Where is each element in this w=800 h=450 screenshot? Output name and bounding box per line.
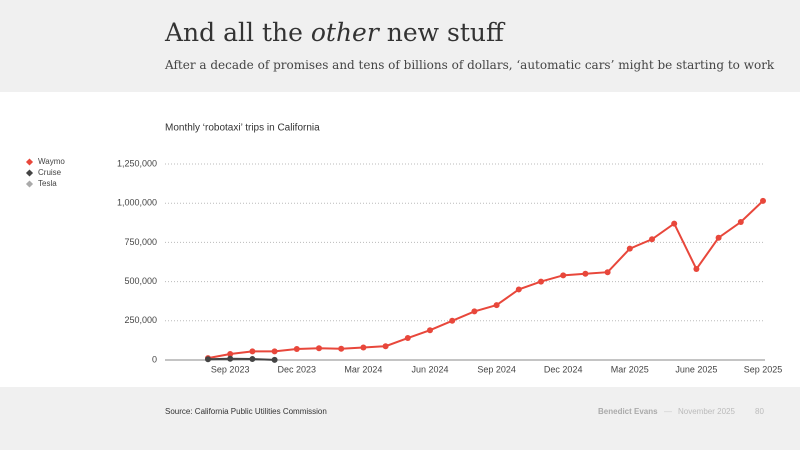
x-tick-label: Sep 2024 <box>477 364 516 374</box>
x-tick-label: June 2025 <box>675 364 717 374</box>
data-point <box>427 327 433 334</box>
data-point <box>449 317 456 324</box>
x-tick-label: Dec 2023 <box>278 364 317 374</box>
data-point <box>493 302 500 309</box>
data-point <box>693 266 700 273</box>
data-point <box>205 356 211 363</box>
data-point <box>538 278 544 285</box>
data-point <box>227 351 234 358</box>
x-tick-label: Dec 2024 <box>544 364 583 374</box>
data-point <box>404 335 411 342</box>
data-point <box>271 356 278 363</box>
separator: — <box>664 407 672 416</box>
data-point <box>671 220 678 227</box>
legend-label: Cruise <box>38 168 62 177</box>
x-tick-label: Jun 2024 <box>411 364 448 374</box>
source: Source: California Public Utilities Comm… <box>165 407 327 416</box>
legend-label: Tesla <box>38 179 57 188</box>
legend-marker <box>25 158 34 166</box>
data-point <box>293 346 300 353</box>
data-point <box>560 272 567 279</box>
data-point <box>249 348 256 355</box>
data-point <box>338 345 345 352</box>
page-number: 80 <box>755 407 764 416</box>
legend-marker <box>25 169 34 177</box>
y-tick-label: 1,000,000 <box>117 198 157 208</box>
x-tick-label: Sep 2023 <box>211 364 250 374</box>
data-point <box>316 345 322 352</box>
data-point <box>360 344 367 351</box>
data-point <box>649 236 655 243</box>
footer <box>0 387 800 450</box>
data-point <box>382 343 389 350</box>
header <box>0 0 800 92</box>
y-tick-label: 1,250,000 <box>117 158 157 168</box>
data-point <box>737 219 744 226</box>
data-point <box>249 356 256 363</box>
series-line <box>207 200 764 360</box>
title-part: new stuff <box>378 18 504 47</box>
title-part: other <box>310 18 379 47</box>
slide-title: And all the other new stuff <box>165 18 504 47</box>
data-point <box>582 270 589 277</box>
x-tick-label: Sep 2025 <box>744 364 783 374</box>
chart-title: Monthly ‘robotaxi’ trips in California <box>165 123 320 134</box>
title-part: And all the <box>165 18 311 47</box>
y-tick-label: 250,000 <box>124 315 157 325</box>
data-point <box>626 245 633 252</box>
y-tick-label: 750,000 <box>124 237 157 247</box>
legend-marker <box>25 180 34 188</box>
x-tick-label: Mar 2025 <box>611 364 649 374</box>
data-point <box>760 197 766 204</box>
data-point <box>715 234 722 241</box>
series-line <box>207 357 275 361</box>
legend-label: Waymo <box>38 157 65 166</box>
y-tick-label: 0 <box>152 354 157 364</box>
author: Benedict Evans <box>598 407 658 416</box>
data-point <box>227 355 234 362</box>
date: November 2025 <box>678 407 735 416</box>
data-point <box>271 348 278 355</box>
y-tick-label: 500,000 <box>124 276 157 286</box>
x-tick-label: Mar 2024 <box>344 364 382 374</box>
slide-subtitle: After a decade of promises and tens of b… <box>165 58 775 72</box>
data-point <box>471 308 478 315</box>
data-point <box>515 286 522 293</box>
data-point <box>604 269 611 276</box>
